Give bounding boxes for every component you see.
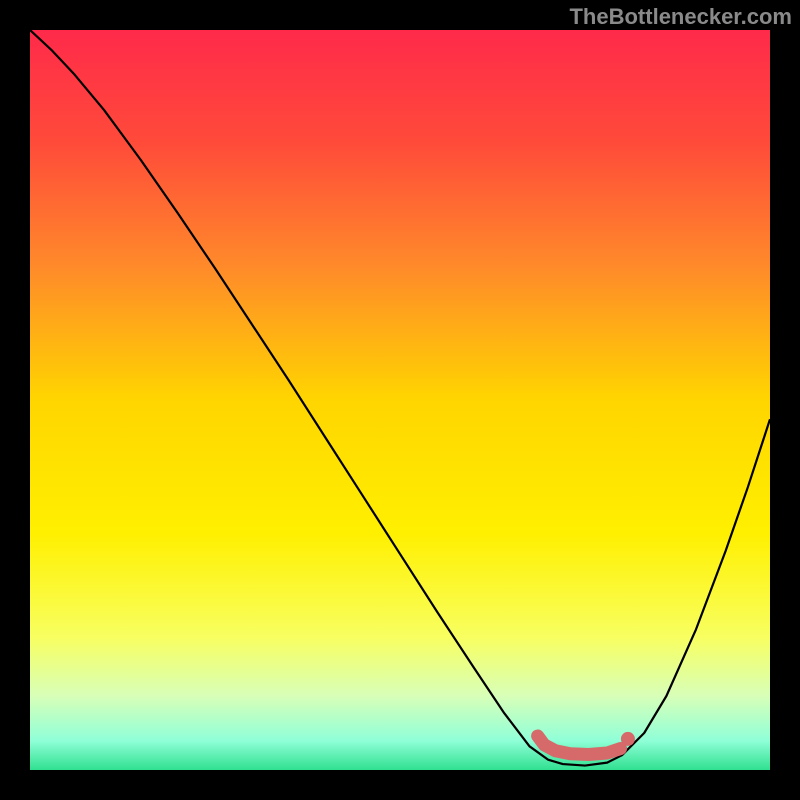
watermark-text: TheBottlenecker.com [569,4,792,30]
chart-container: TheBottlenecker.com [0,0,800,800]
optimal-endpoint-marker [621,732,635,746]
chart-svg [30,30,770,770]
plot-area [30,30,770,770]
gradient-background [30,30,770,770]
